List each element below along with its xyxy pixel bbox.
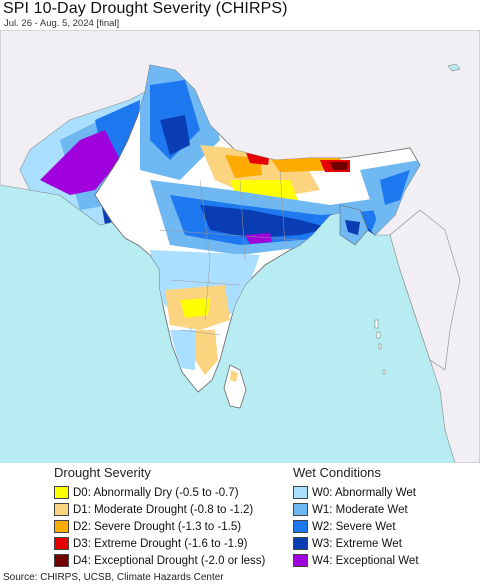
bangladesh-core <box>345 220 360 235</box>
legend-item-d1: D1: Moderate Drought (-0.8 to -1.2) <box>54 501 265 518</box>
legend-item-w0: W0: Abnormally Wet <box>293 484 419 501</box>
source-credit: Source: CHIRPS, UCSB, Climate Hazards Ce… <box>3 572 224 583</box>
legend-item-d3: D3: Extreme Drought (-1.6 to -1.9) <box>54 535 265 552</box>
swatch-w0 <box>293 486 308 499</box>
wet-legend-heading: Wet Conditions <box>293 465 381 480</box>
andaman-islands <box>374 319 386 375</box>
legend-label-d1: D1: Moderate Drought (-0.8 to -1.2) <box>73 503 254 516</box>
sri-lanka-dry <box>230 370 238 382</box>
legend: Drought Severity D0: Abnormally Dry (-0.… <box>0 463 480 573</box>
swatch-d3 <box>54 537 69 550</box>
swatch-d4 <box>54 554 69 567</box>
legend-label-w1: W1: Moderate Wet <box>312 503 408 516</box>
legend-item-w4: W4: Exceptional Wet <box>293 552 419 569</box>
swatch-w2 <box>293 520 308 533</box>
lake <box>447 63 461 72</box>
swatch-w1 <box>293 503 308 516</box>
myanmar-region <box>389 209 461 371</box>
legend-item-d2: D2: Severe Drought (-1.3 to -1.5) <box>54 518 265 535</box>
legend-item-d4: D4: Exceptional Drought (-2.0 or less) <box>54 552 265 569</box>
wet-legend: Wet Conditions W0: Abnormally Wet W1: Mo… <box>293 463 419 569</box>
legend-label-d2: D2: Severe Drought (-1.3 to -1.5) <box>73 520 242 533</box>
india-anomalies <box>140 65 420 375</box>
legend-label-w3: W3: Extreme Wet <box>312 537 402 550</box>
legend-item-w3: W3: Extreme Wet <box>293 535 419 552</box>
sri-lanka <box>223 364 247 409</box>
drought-legend: Drought Severity D0: Abnormally Dry (-0.… <box>54 463 265 569</box>
swatch-w3 <box>293 537 308 550</box>
swatch-d1 <box>54 503 69 516</box>
legend-label-w2: W2: Severe Wet <box>312 520 396 533</box>
swatch-d2 <box>54 520 69 533</box>
map-subtitle: Jul. 26 - Aug. 5, 2024 [final] <box>4 18 120 29</box>
legend-label-w4: W4: Exceptional Wet <box>312 554 419 567</box>
legend-item-w1: W1: Moderate Wet <box>293 501 419 518</box>
drought-map <box>0 30 480 463</box>
legend-item-w2: W2: Severe Wet <box>293 518 419 535</box>
legend-label-d3: D3: Extreme Drought (-1.6 to -1.9) <box>73 537 248 550</box>
legend-label-d4: D4: Exceptional Drought (-2.0 or less) <box>73 554 266 567</box>
legend-label-d0: D0: Abnormally Dry (-0.5 to -0.7) <box>73 486 239 499</box>
map-title: SPI 10-Day Drought Severity (CHIRPS) <box>3 0 288 17</box>
legend-label-w0: W0: Abnormally Wet <box>312 486 416 499</box>
state-boundaries <box>159 169 301 336</box>
drought-legend-heading: Drought Severity <box>54 465 151 480</box>
legend-item-d0: D0: Abnormally Dry (-0.5 to -0.7) <box>54 484 265 501</box>
swatch-d0 <box>54 486 69 499</box>
swatch-w4 <box>293 554 308 567</box>
